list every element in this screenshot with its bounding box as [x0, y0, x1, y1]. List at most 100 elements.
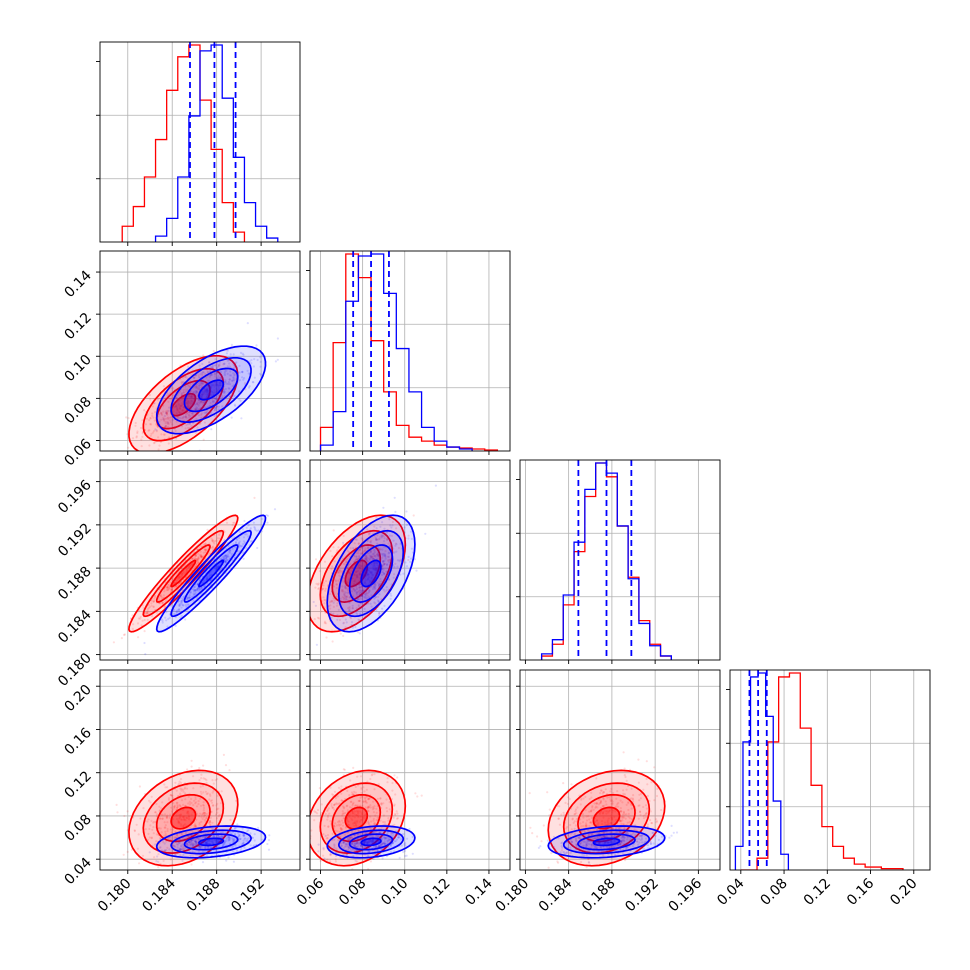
- scatter-point: [242, 543, 245, 546]
- scatter-point: [210, 801, 214, 804]
- scatter-point: [199, 416, 202, 419]
- scatter-point: [206, 840, 209, 843]
- scatter-point: [345, 843, 348, 846]
- scatter-point: [180, 402, 183, 405]
- scatter-point: [217, 386, 220, 389]
- scatter-point: [363, 842, 366, 845]
- scatter-point: [322, 833, 325, 836]
- scatter-point: [202, 551, 205, 554]
- scatter-point: [305, 839, 307, 841]
- scatter-point: [414, 792, 417, 795]
- scatter-point: [212, 393, 215, 396]
- scatter-point: [249, 540, 252, 543]
- scatter-point: [228, 365, 231, 368]
- scatter-point: [178, 603, 181, 606]
- scatter-point: [225, 557, 228, 560]
- scatter-point: [359, 566, 362, 570]
- scatter-point: [205, 812, 208, 816]
- contour-level-1: [183, 833, 239, 851]
- scatter-point: [404, 842, 407, 845]
- scatter-point: [165, 420, 168, 423]
- scatter-point: [246, 322, 249, 325]
- scatter-point: [228, 387, 231, 390]
- scatter-point: [254, 528, 257, 531]
- scatter-point: [178, 847, 181, 850]
- scatter-point: [179, 848, 182, 851]
- scatter-point: [335, 583, 338, 586]
- scatter-point: [340, 799, 343, 802]
- scatter-point: [366, 528, 369, 531]
- scatter-point: [374, 567, 377, 570]
- scatter-point: [384, 836, 387, 839]
- scatter-point: [350, 835, 353, 839]
- scatter-point: [373, 554, 376, 557]
- scatter-point: [160, 601, 163, 604]
- scatter-point: [207, 845, 210, 849]
- contour-level-0: [128, 354, 239, 451]
- scatter-point: [355, 555, 358, 558]
- scatter-point: [334, 860, 337, 863]
- scatter-point: [261, 838, 264, 841]
- scatter-point: [233, 394, 236, 397]
- scatter-point: [324, 834, 327, 838]
- scatter-point: [404, 854, 407, 858]
- scatter-point: [375, 811, 378, 814]
- scatter-point: [245, 546, 248, 549]
- scatter-point: [349, 547, 352, 550]
- scatter-point: [186, 842, 189, 845]
- scatter-point: [233, 403, 236, 406]
- scatter-point: [233, 521, 236, 524]
- scatter-point: [361, 546, 364, 550]
- scatter-point: [356, 841, 359, 844]
- scatter-point: [252, 381, 255, 384]
- scatter-point: [386, 538, 389, 541]
- scatter-point: [369, 551, 372, 554]
- scatter-point: [326, 814, 330, 817]
- histogram-step-0: [319, 253, 499, 451]
- scatter-point: [185, 568, 188, 572]
- scatter-point: [385, 836, 388, 840]
- scatter-point: [185, 605, 188, 608]
- scatter-point: [167, 587, 171, 591]
- scatter-point: [386, 563, 389, 566]
- scatter-point: [184, 804, 187, 808]
- scatter-point: [338, 824, 341, 827]
- scatter-point: [398, 856, 401, 860]
- scatter-point: [347, 820, 350, 823]
- scatter-point: [324, 587, 327, 590]
- scatter-point: [185, 816, 188, 820]
- scatter-point: [326, 808, 329, 812]
- scatter-point: [179, 417, 182, 420]
- scatter-point: [366, 597, 369, 600]
- scatter-point: [158, 846, 161, 849]
- scatter-point: [247, 535, 250, 538]
- scatter-point: [170, 588, 173, 591]
- scatter-point: [164, 424, 167, 428]
- scatter-point: [163, 849, 166, 852]
- scatter-point: [369, 839, 372, 843]
- scatter-point: [409, 530, 413, 533]
- scatter-point: [222, 556, 226, 559]
- scatter-point: [182, 817, 185, 820]
- scatter-point: [205, 376, 208, 379]
- scatter-point: [345, 560, 348, 564]
- scatter-point: [184, 571, 187, 574]
- contour-level-1: [183, 544, 239, 603]
- scatter-point: [355, 611, 358, 614]
- scatter-point: [330, 804, 333, 808]
- scatter-point: [354, 538, 357, 541]
- scatter-point: [355, 551, 358, 555]
- scatter-point: [145, 613, 148, 616]
- scatter-point: [357, 558, 360, 561]
- scatter-point: [369, 558, 372, 561]
- scatter-point: [216, 389, 219, 392]
- scatter-point: [357, 843, 360, 846]
- scatter-point: [379, 577, 382, 581]
- x-tick-label: 0.192: [228, 876, 268, 916]
- scatter-point: [223, 840, 226, 843]
- scatter-point: [225, 559, 228, 562]
- scatter-point: [210, 366, 214, 369]
- scatter-point: [172, 808, 175, 811]
- scatter-point: [351, 810, 354, 813]
- scatter-point: [190, 765, 193, 768]
